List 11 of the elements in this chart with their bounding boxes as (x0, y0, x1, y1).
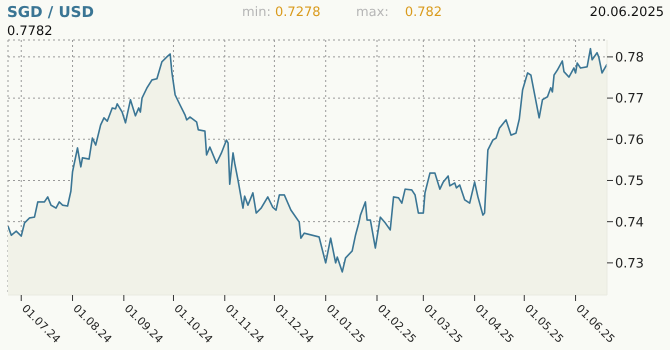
y-tick-label: 0.77 (615, 92, 644, 107)
text: 0.7782 (7, 24, 52, 39)
y-tick-label: 0.74 (615, 215, 644, 230)
text: 20.06.2025 (590, 5, 664, 20)
text: min: 0.7278 (242, 5, 321, 20)
y-tick-label: 0.75 (615, 174, 644, 190)
text: max: 0.782 (356, 5, 442, 20)
y-tick-label: 0.73 (615, 256, 644, 272)
chart-title: SGD / USD (7, 3, 94, 21)
y-tick-label: 0.76 (615, 132, 644, 148)
y-tick-label: 0.78 (615, 50, 644, 66)
